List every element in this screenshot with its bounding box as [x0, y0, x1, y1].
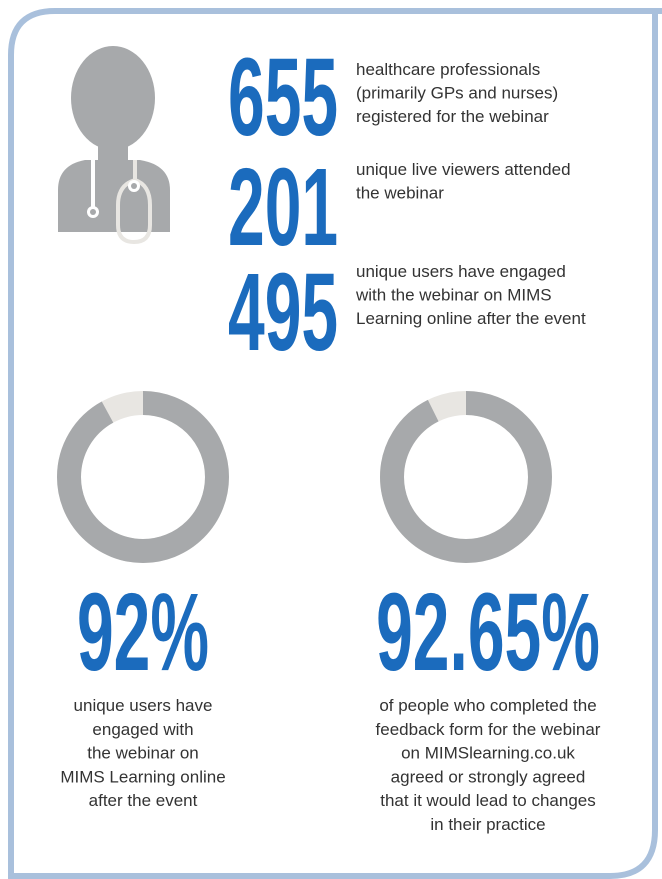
- stat-number: 201: [228, 147, 338, 269]
- donut-caption: of people who completed the: [379, 696, 596, 715]
- donut-caption: that it would lead to changes: [380, 791, 595, 810]
- donut-caption: in their practice: [430, 815, 545, 834]
- stat-number-group: 495: [228, 252, 338, 374]
- donut-label-group: 92.65%: [376, 572, 600, 694]
- stat-text: Learning online after the event: [356, 309, 586, 328]
- stat-text: with the webinar on MIMS: [355, 286, 552, 305]
- donut-caption: on MIMSlearning.co.uk: [401, 744, 575, 763]
- stat-text: registered for the webinar: [356, 107, 549, 126]
- stat-number-group: 201: [228, 147, 338, 269]
- donut-caption: after the event: [89, 791, 198, 810]
- stat-text: the webinar: [356, 184, 444, 203]
- stat-number-group: 655: [228, 37, 338, 159]
- donut-caption: unique users have: [74, 696, 213, 715]
- stat-text: unique users have engaged: [356, 262, 566, 281]
- stat-text: unique live viewers attended: [356, 160, 571, 179]
- donut-segment: [380, 391, 552, 563]
- donut-caption: engaged with: [92, 720, 193, 739]
- stat-text: healthcare professionals: [356, 60, 540, 79]
- donut-caption: agreed or strongly agreed: [391, 767, 586, 786]
- donut-label: 92%: [77, 572, 209, 694]
- donut-caption: the webinar on: [87, 744, 199, 763]
- stat-text: (primarily GPs and nurses): [356, 84, 558, 103]
- donut-label-group: 92%: [77, 572, 209, 694]
- frame: [8, 8, 662, 879]
- stat-number: 495: [228, 252, 338, 374]
- donut-segment: [57, 391, 229, 563]
- stat-number: 655: [228, 37, 338, 159]
- doctor-icon: [58, 46, 170, 245]
- donut-caption: MIMS Learning online: [60, 767, 225, 786]
- donut-label: 92.65%: [376, 572, 600, 694]
- donut-caption: feedback form for the webinar: [376, 720, 601, 739]
